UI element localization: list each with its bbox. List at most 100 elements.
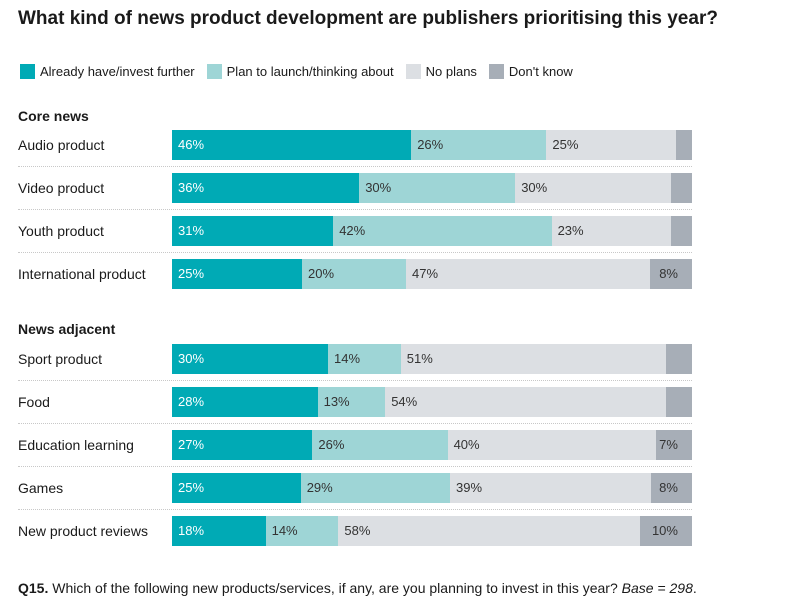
- data-label: 25%: [552, 137, 579, 152]
- data-label: 30%: [178, 351, 205, 366]
- bar-segment: 29%: [300, 473, 450, 503]
- stacked-bar: 25% 20% 47% 8%: [172, 259, 692, 289]
- data-label: 13%: [323, 394, 350, 409]
- bar-segment: 7%: [655, 430, 692, 460]
- bar-segment: 30%: [515, 173, 672, 203]
- bar-segment: 8%: [650, 259, 692, 289]
- legend-item: Already have/invest further: [20, 63, 195, 79]
- bar-segment: 40%: [447, 430, 656, 460]
- row-divider: [18, 380, 692, 381]
- data-label: 26%: [417, 137, 444, 152]
- data-label: 40%: [453, 437, 480, 452]
- bar-segment: 25%: [172, 473, 301, 503]
- bar-segment: 8%: [650, 473, 692, 503]
- data-label: 28%: [178, 394, 205, 409]
- bar-segment: 13%: [317, 387, 386, 417]
- data-label: 42%: [339, 223, 366, 238]
- category-label: Food: [18, 394, 50, 410]
- data-label: 8%: [659, 480, 678, 495]
- data-label: 31%: [178, 223, 205, 238]
- bar-segment: [671, 173, 692, 203]
- bar-segment: 26%: [312, 430, 448, 460]
- bar-segment: 46%: [172, 130, 412, 160]
- data-label: 23%: [557, 223, 584, 238]
- data-label: 30%: [365, 180, 392, 195]
- bar-segment: 20%: [302, 259, 406, 289]
- legend-label: Don't know: [508, 63, 573, 79]
- footnote-end: .: [692, 580, 697, 596]
- legend-label: No plans: [425, 63, 477, 79]
- bar-segment: 36%: [172, 173, 360, 203]
- bar-segment: 30%: [172, 344, 328, 374]
- row-divider: [18, 166, 692, 167]
- data-label: 46%: [178, 137, 205, 152]
- data-label: 26%: [318, 437, 345, 452]
- footnote: Q15. Which of the following new products…: [18, 580, 697, 596]
- row-divider: [18, 466, 692, 467]
- legend-item: No plans: [405, 63, 477, 79]
- bar-segment: 25%: [546, 130, 677, 160]
- bar-segment: [676, 130, 692, 160]
- stacked-bar: 30% 14% 51%: [172, 344, 692, 374]
- bar-segment: 30%: [359, 173, 516, 203]
- footnote-question-number: Q15.: [18, 580, 49, 596]
- bar-segment: 14%: [265, 516, 339, 546]
- bar-segment: [671, 216, 692, 246]
- legend-item: Plan to launch/thinking about: [206, 63, 394, 79]
- category-label: New product reviews: [18, 523, 148, 539]
- legend-label: Plan to launch/thinking about: [226, 63, 394, 79]
- category-label: Youth product: [18, 223, 104, 239]
- legend-item: Don't know: [488, 63, 573, 79]
- category-label: Sport product: [18, 351, 103, 367]
- data-label: 39%: [456, 480, 483, 495]
- data-label: 25%: [178, 266, 205, 281]
- data-label: 10%: [651, 523, 678, 538]
- data-label: 58%: [344, 523, 371, 538]
- data-label: 36%: [178, 180, 205, 195]
- bar-segment: 27%: [172, 430, 313, 460]
- data-label: 51%: [406, 351, 433, 366]
- legend-swatch: [206, 63, 222, 79]
- stacked-bar: 25% 29% 39% 8%: [172, 473, 692, 503]
- category-label: Video product: [18, 180, 105, 196]
- row-divider: [18, 509, 692, 510]
- section-heading: News adjacent: [18, 321, 116, 337]
- stacked-bar: 36% 30% 30%: [172, 173, 692, 203]
- data-label: 25%: [178, 480, 205, 495]
- bar-segment: 10%: [639, 516, 692, 546]
- data-label: 7%: [659, 437, 678, 452]
- bar-segment: 25%: [172, 259, 302, 289]
- category-label: Education learning: [18, 437, 134, 453]
- data-label: 47%: [412, 266, 439, 281]
- legend-swatch: [20, 63, 35, 79]
- bar-segment: 26%: [411, 130, 547, 160]
- data-label: 8%: [659, 266, 678, 281]
- chart-title: What kind of news product development ar…: [18, 8, 718, 29]
- data-label: 29%: [306, 480, 333, 495]
- row-divider: [18, 252, 692, 253]
- bar-segment: 31%: [172, 216, 334, 246]
- bar-segment: 23%: [551, 216, 672, 246]
- footnote-text: Which of the following new products/serv…: [52, 580, 618, 596]
- chart-legend: Already have/invest further Plan to launc…: [20, 62, 585, 80]
- legend-swatch: [488, 63, 504, 79]
- bar-segment: [665, 344, 692, 374]
- bar-segment: 51%: [400, 344, 666, 374]
- footnote-base: Base = 298: [621, 580, 693, 596]
- stacked-bar: 46% 26% 25%: [172, 130, 692, 160]
- bar-segment: 39%: [450, 473, 651, 503]
- bar-segment: 42%: [333, 216, 552, 246]
- data-label: 14%: [271, 523, 298, 538]
- stacked-bar: 18% 14% 58% 10%: [172, 516, 692, 546]
- stacked-bar: 28% 13% 54%: [172, 387, 692, 417]
- bar-segment: 18%: [172, 516, 266, 546]
- data-label: 30%: [521, 180, 548, 195]
- row-divider: [18, 423, 692, 424]
- data-label: 18%: [178, 523, 205, 538]
- stacked-bar: 27% 26% 40% 7%: [172, 430, 692, 460]
- data-label: 20%: [308, 266, 335, 281]
- category-label: Audio product: [18, 137, 105, 153]
- section-heading: Core news: [18, 108, 89, 124]
- bar-segment: 54%: [385, 387, 666, 417]
- data-label: 14%: [334, 351, 361, 366]
